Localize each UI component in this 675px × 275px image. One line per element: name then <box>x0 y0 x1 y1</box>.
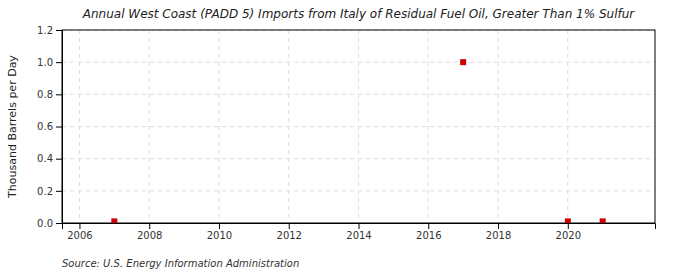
tick-mark <box>149 223 150 229</box>
tick-label: 2008 <box>137 230 162 241</box>
point <box>460 59 466 65</box>
tick-label: 2016 <box>416 230 441 241</box>
tick: 0.8 <box>37 89 62 100</box>
grid-line <box>288 30 289 223</box>
grid-line <box>498 30 499 223</box>
tick-mark <box>359 223 360 229</box>
tick: 2014 <box>346 223 371 241</box>
tick-mark <box>289 223 290 229</box>
tick: 2020 <box>556 223 581 241</box>
tick-label: 0.8 <box>37 89 53 100</box>
tick: 2008 <box>137 223 162 241</box>
tick-mark <box>56 159 62 160</box>
tick-mark <box>56 223 62 224</box>
tick-label: 2006 <box>67 230 92 241</box>
title: Annual West Coast (PADD 5) Imports from … <box>82 7 636 21</box>
tick-mark <box>56 94 62 95</box>
tick-mark <box>79 223 80 229</box>
plot: 200620082010201220142016201820200.00.20.… <box>37 25 655 241</box>
tick-label: 1.2 <box>37 25 53 36</box>
point <box>600 218 606 223</box>
source: Source: U.S. Energy Information Administ… <box>62 258 299 269</box>
tick: 1.2 <box>37 25 62 36</box>
tick-mark <box>56 191 62 192</box>
x-axis: 2006 2008 2010 2012 2014 2016 2018 2020 <box>63 223 656 241</box>
tick-mark <box>498 223 499 229</box>
grid-line <box>79 30 80 223</box>
tick-label: 0.4 <box>37 153 53 164</box>
axis-line <box>56 31 63 224</box>
axis-line <box>63 224 656 230</box>
tick-mark <box>568 223 569 229</box>
grid <box>62 30 655 223</box>
tick-label: 2014 <box>346 230 371 241</box>
tick-label: 0.2 <box>37 186 53 197</box>
y-axis: 0.0 0.2 0.4 0.6 0.8 1.0 1.2 <box>37 25 62 229</box>
tick: 0.2 <box>37 186 62 197</box>
tick-label: 2010 <box>207 230 232 241</box>
tick: 2016 <box>416 223 441 241</box>
grid-line <box>567 30 568 223</box>
tick-mark <box>56 62 62 63</box>
points <box>111 59 605 223</box>
tick-mark <box>219 223 220 229</box>
grid-line <box>149 30 150 223</box>
tick: 2018 <box>486 223 511 241</box>
point <box>111 218 117 223</box>
tick: 2012 <box>277 223 302 241</box>
tick-label: 0.6 <box>37 121 53 132</box>
tick-mark <box>56 30 62 31</box>
tick: 0.0 <box>37 218 62 229</box>
chart: 200620082010201220142016201820200.00.20.… <box>0 0 675 275</box>
tick-label: 0.0 <box>37 218 53 229</box>
grid-line <box>218 30 219 223</box>
tick: 2006 <box>67 223 92 241</box>
grid-line <box>428 30 429 223</box>
grid-line <box>358 30 359 223</box>
point <box>565 218 571 223</box>
y-axis-title: Thousand Barrels per Day <box>6 55 19 199</box>
tick-mark <box>56 127 62 128</box>
tick-label: 2012 <box>277 230 302 241</box>
tick-label: 1.0 <box>37 57 53 68</box>
tick-mark <box>428 223 429 229</box>
tick: 1.0 <box>37 57 62 68</box>
tick: 0.4 <box>37 153 62 164</box>
tick: 2010 <box>207 223 232 241</box>
plot-frame <box>62 30 655 223</box>
tick-label: 2020 <box>556 230 581 241</box>
tick-label: 2018 <box>486 230 511 241</box>
tick: 0.6 <box>37 121 62 132</box>
